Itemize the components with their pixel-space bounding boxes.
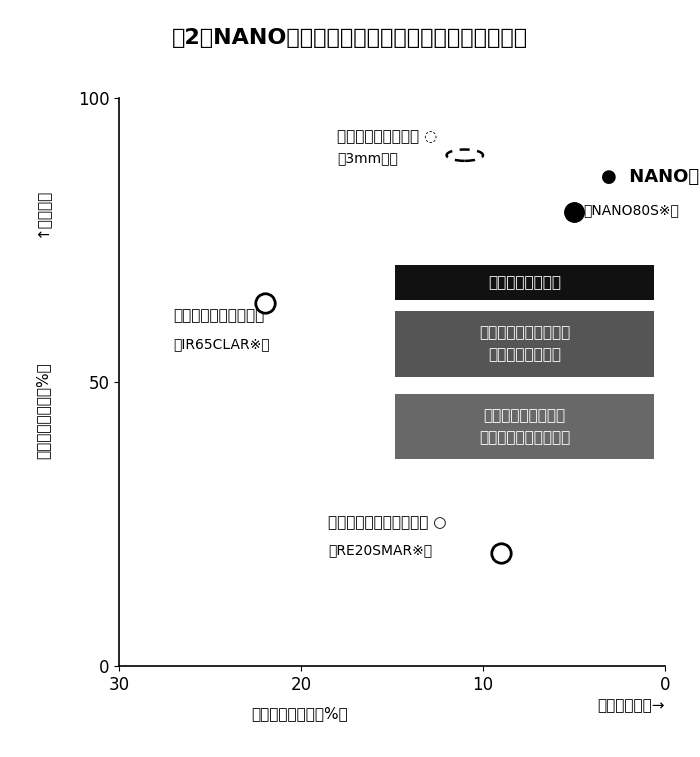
Text: （3mm厚）: （3mm厚） xyxy=(337,151,398,166)
Text: 図2　NANOシリーズと他の遮熱フィルムの外観比較: 図2 NANOシリーズと他の遮熱フィルムの外観比較 xyxy=(172,28,528,48)
Text: ガラスに近い外観: ガラスに近い外観 xyxy=(488,275,561,290)
Text: スモーク系フィルムに
比べ透明感が高い: スモーク系フィルムに 比べ透明感が高い xyxy=(479,326,570,363)
X-axis label: 可視光線反射率（%）: 可視光線反射率（%） xyxy=(251,706,348,721)
Text: ↑透明感高: ↑透明感高 xyxy=(35,187,50,237)
Text: 可視光線透過率（%）: 可視光線透過率（%） xyxy=(35,363,50,459)
Text: ミラー系フィルムに
比べギラつき感が低い: ミラー系フィルムに 比べギラつき感が低い xyxy=(479,408,570,445)
Bar xyxy=(395,265,654,300)
Text: 透明フロートガラス ◌: 透明フロートガラス ◌ xyxy=(337,129,438,144)
Text: （NANO80S※）: （NANO80S※） xyxy=(583,204,679,217)
Text: ミラー系遮熱フィルム: ミラー系遮熱フィルム xyxy=(174,307,265,322)
Bar xyxy=(395,394,654,459)
Text: （RE20SMAR※）: （RE20SMAR※） xyxy=(328,544,433,557)
Text: スモーク系遮熱フィルム ○: スモーク系遮熱フィルム ○ xyxy=(328,515,447,530)
Text: ギラつき感低→: ギラつき感低→ xyxy=(598,699,665,713)
Bar xyxy=(395,311,654,376)
Text: （IR65CLAR※）: （IR65CLAR※） xyxy=(174,337,270,351)
Text: ●  NANOシリーズ: ● NANOシリーズ xyxy=(601,168,700,186)
